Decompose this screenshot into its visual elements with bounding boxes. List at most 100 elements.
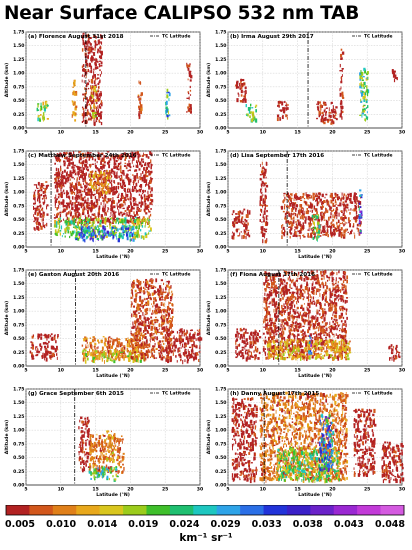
data-point [103, 228, 107, 231]
data-point [341, 68, 343, 73]
data-point [61, 201, 64, 205]
data-point [93, 213, 95, 216]
data-point [346, 196, 349, 200]
data-point [296, 219, 298, 222]
data-point [262, 174, 265, 179]
data-point [359, 194, 362, 197]
data-point [300, 211, 303, 214]
data-point [264, 207, 266, 212]
data-point [110, 213, 112, 217]
data-point [90, 88, 93, 91]
data-point [63, 160, 66, 163]
data-point [342, 234, 344, 237]
data-point [94, 196, 97, 200]
data-point [263, 210, 266, 215]
data-point [133, 211, 135, 215]
data-point [190, 104, 192, 108]
data-point [341, 57, 343, 60]
data-point [169, 347, 172, 352]
data-point [239, 336, 242, 340]
data-point [246, 342, 249, 345]
x-tick-label: 5 [24, 249, 27, 255]
data-point [80, 204, 83, 209]
data-point [92, 238, 94, 242]
data-point [150, 328, 153, 331]
data-point [82, 203, 85, 207]
data-point [135, 309, 138, 313]
data-point [156, 328, 159, 334]
data-point [358, 206, 360, 211]
data-point [112, 197, 114, 201]
data-point [131, 289, 133, 293]
data-point [282, 110, 285, 114]
data-point [155, 309, 158, 314]
data-point [150, 335, 152, 338]
data-point [165, 347, 167, 350]
data-point [360, 100, 363, 103]
data-point [297, 197, 301, 200]
data-point [160, 357, 162, 361]
data-point [86, 82, 90, 86]
data-point [327, 209, 329, 213]
data-point [140, 208, 142, 212]
data-point [124, 345, 126, 348]
data-point [97, 39, 99, 43]
data-point [87, 225, 90, 230]
data-point [153, 349, 156, 353]
data-point [302, 225, 305, 230]
data-point [284, 217, 287, 220]
data-point [82, 167, 84, 172]
data-point [335, 208, 337, 211]
data-point [241, 223, 244, 225]
data-point [170, 285, 172, 289]
data-point [171, 330, 175, 334]
data-point [136, 337, 139, 342]
data-point [308, 194, 311, 197]
data-point [294, 194, 296, 198]
data-point [174, 347, 176, 352]
data-point [88, 233, 91, 237]
data-point [144, 336, 147, 339]
data-point [243, 90, 245, 93]
data-point [109, 198, 112, 200]
data-point [250, 111, 252, 114]
data-point [130, 355, 133, 359]
data-point [140, 342, 143, 347]
data-point [144, 199, 147, 203]
data-point [265, 228, 268, 230]
data-point [86, 45, 88, 50]
y-tick-label: 0.25 [13, 350, 24, 356]
data-point [342, 201, 345, 204]
data-point [146, 289, 148, 291]
data-point [96, 112, 100, 115]
data-point [90, 209, 92, 213]
data-point [82, 212, 85, 216]
data-point [108, 174, 110, 179]
data-point [262, 199, 265, 202]
data-point [127, 198, 129, 201]
data-point [344, 216, 347, 219]
data-point [320, 106, 322, 111]
data-point [321, 205, 323, 209]
data-point [161, 354, 164, 356]
data-point [149, 227, 152, 232]
data-point [64, 229, 67, 234]
data-point [276, 117, 279, 122]
data-point [83, 182, 84, 186]
data-point [183, 342, 187, 346]
data-point [363, 104, 366, 107]
data-point [62, 189, 65, 192]
data-point [302, 192, 305, 196]
data-point [110, 233, 113, 236]
data-point [136, 355, 138, 360]
x-tick-label: 20 [127, 130, 133, 136]
data-point [281, 319, 283, 323]
data-point [110, 168, 114, 172]
data-point [112, 341, 115, 346]
data-point [36, 225, 37, 230]
data-point [45, 351, 48, 355]
data-point [83, 65, 85, 68]
data-point [73, 169, 76, 173]
data-point [93, 35, 95, 37]
data-point [259, 219, 261, 222]
